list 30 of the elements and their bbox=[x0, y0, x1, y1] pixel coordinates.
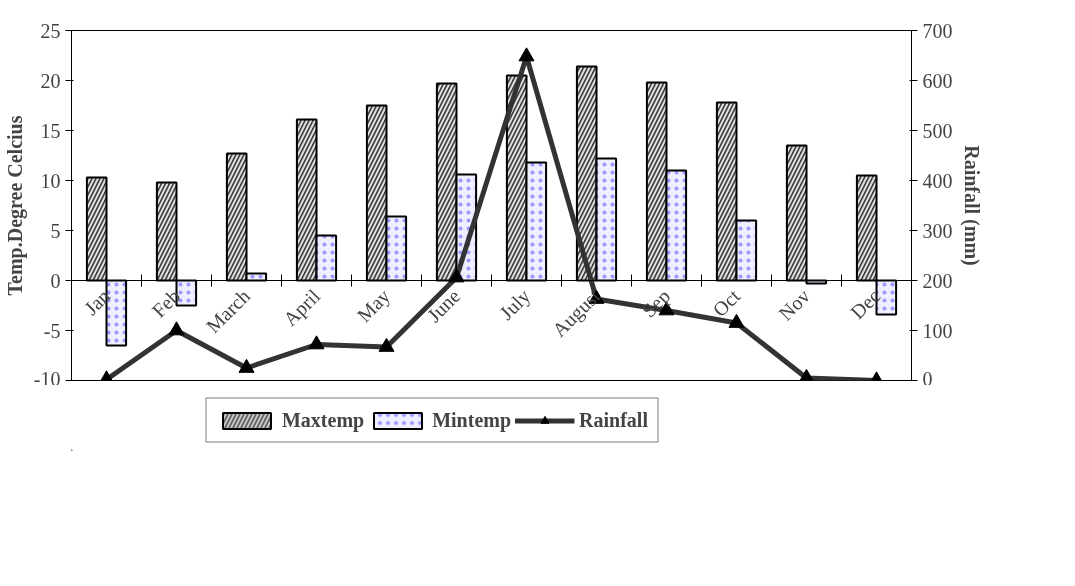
x-tick-label: May bbox=[352, 284, 395, 327]
x-tick-label: Nov bbox=[774, 284, 815, 325]
y-tick-label: -5 bbox=[43, 319, 61, 342]
legend-label: Rainfall bbox=[579, 408, 648, 432]
y-tick-label: 25 bbox=[40, 19, 61, 42]
x-tick-label: Sep bbox=[637, 284, 675, 323]
legend-label: Maxtemp bbox=[281, 408, 365, 432]
x-tick-label: Jan bbox=[79, 284, 115, 320]
legend-label: Mintemp bbox=[432, 408, 512, 432]
y2-tick-label: 600 bbox=[922, 69, 953, 92]
y2-tick-label: 500 bbox=[922, 119, 953, 142]
y-tick-label: 20 bbox=[40, 69, 61, 92]
y2-tick-label: 700 bbox=[922, 19, 953, 42]
y-tick-label: -10 bbox=[33, 367, 61, 390]
y-tick-label: 5 bbox=[50, 219, 61, 242]
y-tick-label: 10 bbox=[40, 169, 61, 192]
y2-tick-label: 400 bbox=[922, 169, 953, 192]
x-tick-label: Feb bbox=[147, 284, 185, 322]
x-tick-label: Oct bbox=[708, 284, 745, 321]
y2-axis-title: Rainfall (mm) bbox=[959, 145, 983, 266]
y2-tick-label: 100 bbox=[922, 319, 953, 342]
y2-tick-label: 200 bbox=[922, 269, 953, 292]
y-axis-title: Temp.Degree Celcius bbox=[3, 115, 27, 296]
x-tick-label: July bbox=[495, 284, 535, 325]
y-tick-label: 15 bbox=[40, 119, 61, 142]
x-tick-label: June bbox=[422, 284, 465, 327]
y-tick-label: 0 bbox=[50, 269, 61, 292]
y2-tick-label: 0 bbox=[922, 367, 933, 390]
y2-tick-label: 300 bbox=[922, 219, 953, 242]
x-tick-label: Dec bbox=[845, 284, 885, 324]
